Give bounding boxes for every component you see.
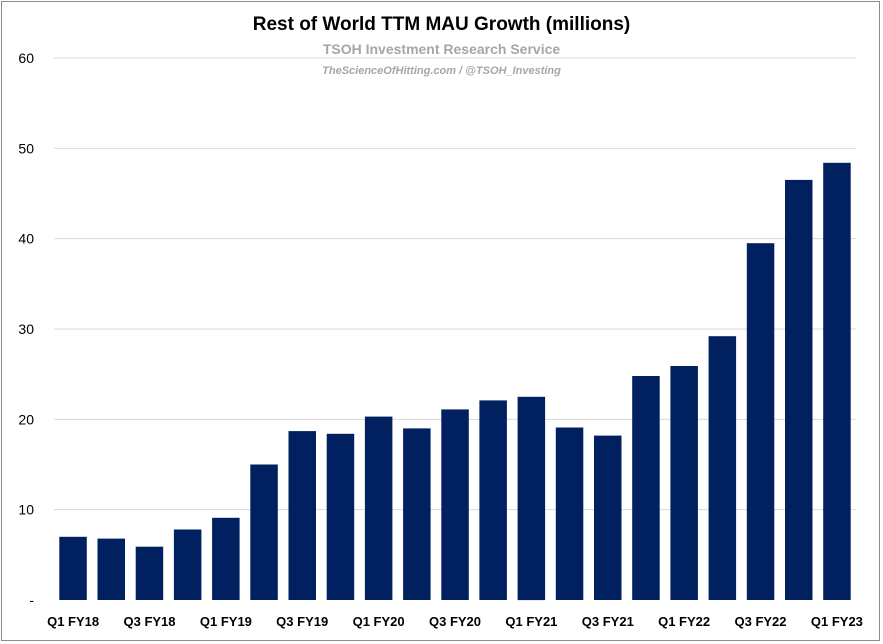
bar-q2-fy19 [250, 464, 278, 600]
x-tick-label: Q1 FY18 [47, 614, 99, 629]
bar-q2-fy20 [403, 428, 431, 600]
x-tick-label: Q1 FY19 [200, 614, 252, 629]
x-tick-label: Q1 FY23 [811, 614, 863, 629]
y-tick-label: 40 [18, 231, 34, 247]
y-tick-label: 60 [18, 50, 34, 66]
bar-q1-fy18 [59, 536, 87, 600]
bar-q3-fy22 [746, 243, 775, 600]
bar-q4-fy21 [632, 376, 660, 600]
bar-q3-fy21 [594, 435, 622, 600]
chart-credit: TheScienceOfHitting.com / @TSOH_Investin… [322, 65, 561, 77]
x-tick-label: Q3 FY18 [123, 614, 175, 629]
bars [59, 162, 851, 601]
x-axis-ticks: Q1 FY18 Q3 FY18 Q1 FY19 Q3 FY19 Q1 FY20 Q3 FY… [47, 614, 863, 629]
bar-q1-fy22 [670, 366, 698, 600]
x-tick-label: Q1 FY21 [505, 614, 557, 629]
bar-q2-fy22 [708, 336, 737, 600]
bar-q4-fy19 [326, 433, 355, 600]
x-tick-label: Q3 FY19 [276, 614, 328, 629]
y-tick-label: 20 [18, 411, 34, 427]
bar-q3-fy20 [441, 409, 469, 600]
x-tick-label: Q3 FY20 [429, 614, 481, 629]
bar-q1-fy23 [823, 162, 851, 601]
bar-q4-fy18 [173, 529, 202, 600]
x-tick-label: Q1 FY20 [353, 614, 405, 629]
y-axis-ticks: - 10 20 30 40 50 60 [18, 50, 34, 608]
bar-q3-fy19 [288, 431, 316, 600]
y-tick-label: 50 [18, 140, 34, 156]
y-tick-label: 10 [18, 502, 34, 518]
bar-q2-fy18 [97, 538, 125, 600]
x-tick-label: Q1 FY22 [658, 614, 710, 629]
chart-subtitle: TSOH Investment Research Service [322, 41, 561, 57]
bar-q1-fy20 [364, 416, 393, 600]
bar-q2-fy21 [555, 427, 584, 600]
bar-q1-fy21 [517, 396, 546, 601]
x-tick-label: Q3 FY21 [582, 614, 634, 629]
x-tick-label: Q3 FY22 [734, 614, 786, 629]
y-tick-label: 30 [18, 321, 34, 337]
bar-q3-fy18 [135, 546, 164, 600]
chart-title: Rest of World TTM MAU Growth (millions) [252, 14, 631, 35]
bar-q4-fy20 [479, 400, 507, 600]
bar-q1-fy19 [212, 517, 240, 600]
y-tick-label: - [29, 592, 34, 608]
bar-q4-fy22 [785, 179, 813, 600]
